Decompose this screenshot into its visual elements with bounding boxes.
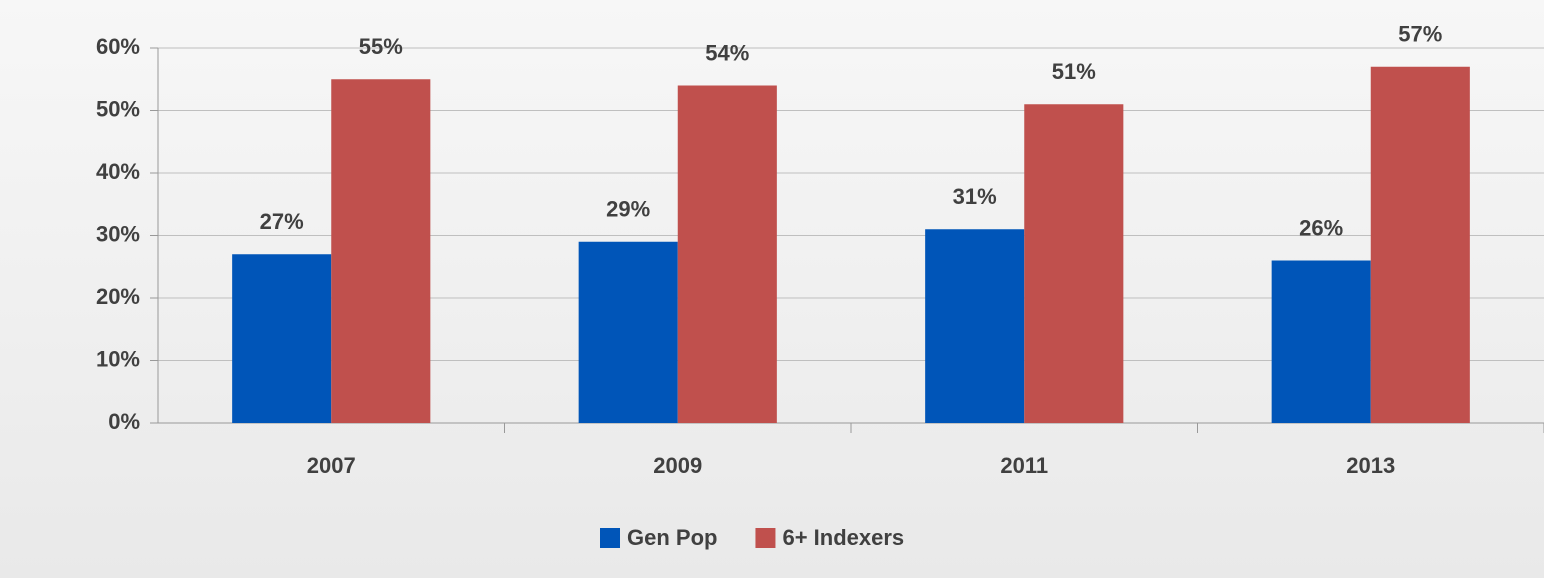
value-label: 51% [1052, 59, 1096, 84]
y-tick-label: 0% [108, 409, 140, 434]
bar [1370, 66, 1470, 423]
x-tick-label: 2011 [1000, 453, 1048, 478]
legend-swatch [755, 528, 776, 548]
value-label: 55% [359, 34, 403, 59]
value-label: 57% [1398, 22, 1442, 47]
bar [925, 229, 1025, 423]
y-tick-label: 20% [96, 284, 140, 309]
bar [578, 241, 678, 423]
x-tick-label: 2007 [307, 453, 356, 478]
bar [1024, 104, 1124, 423]
bar [677, 85, 777, 423]
value-label: 31% [953, 184, 997, 209]
value-label: 29% [606, 197, 650, 222]
bar [232, 254, 332, 423]
value-label: 26% [1299, 215, 1343, 240]
x-tick-label: 2009 [653, 453, 702, 478]
y-tick-label: 40% [96, 159, 140, 184]
x-tick-label: 2013 [1346, 453, 1395, 478]
bar [1271, 260, 1371, 423]
value-label: 27% [260, 209, 304, 234]
bar [331, 79, 431, 423]
y-tick-label: 60% [96, 34, 140, 59]
legend-label: Gen Pop [627, 525, 717, 550]
value-label: 54% [705, 40, 749, 65]
legend-label: 6+ Indexers [782, 525, 904, 550]
y-tick-label: 10% [96, 346, 140, 371]
legend-swatch [600, 528, 620, 548]
y-tick-label: 30% [96, 221, 140, 246]
y-tick-label: 50% [96, 96, 140, 121]
